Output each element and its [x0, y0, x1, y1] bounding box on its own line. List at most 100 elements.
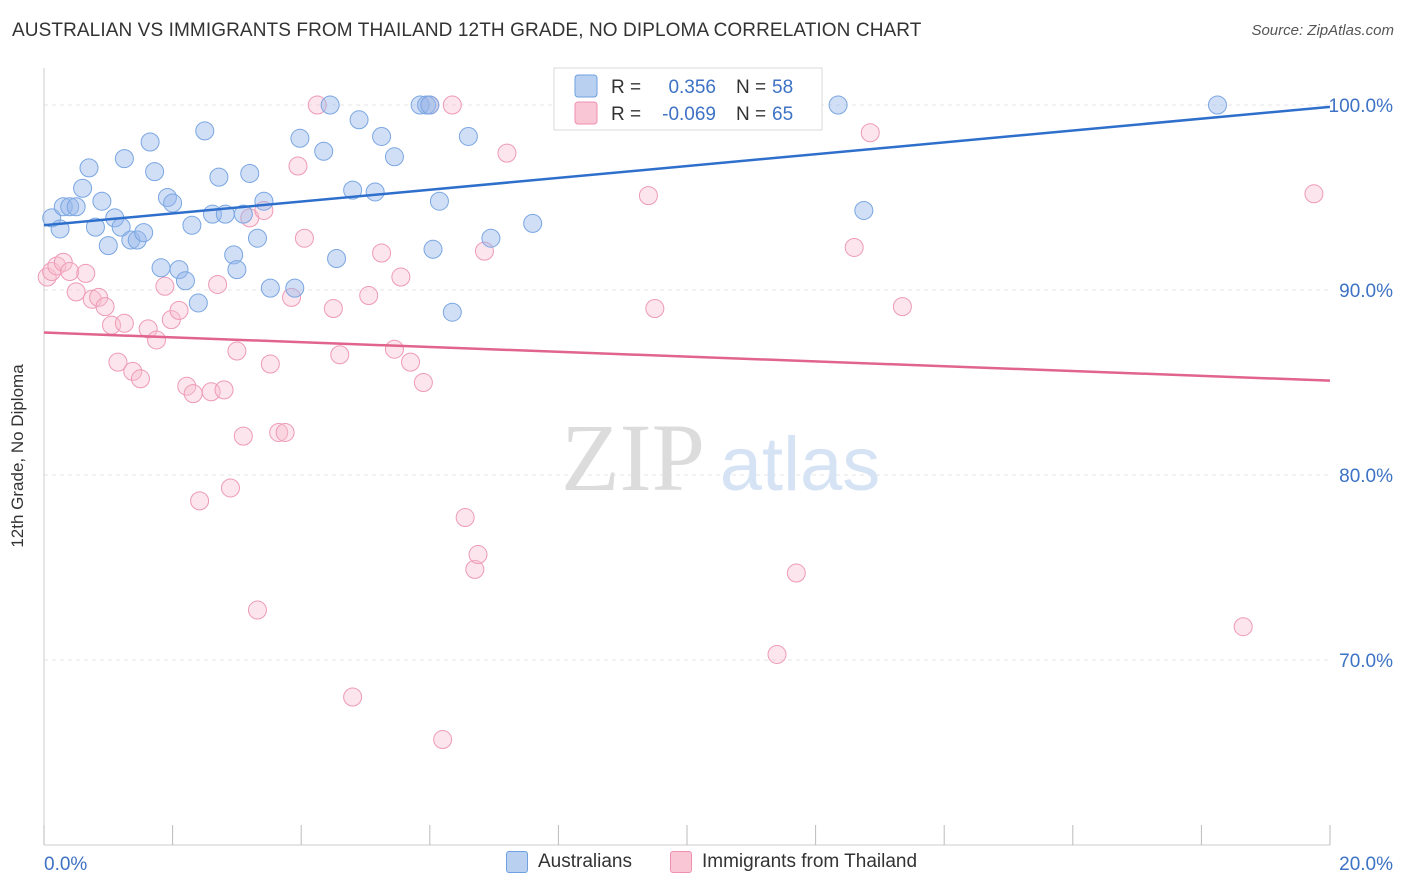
point-thailand-17: [155, 276, 175, 296]
point-thailand-47: [413, 373, 433, 392]
point-australians-20: [163, 193, 183, 213]
trend-line-thailand: [43, 331, 1331, 382]
point-australians-46: [410, 95, 430, 115]
point-thailand-44: [384, 339, 404, 359]
point-australians-6: [79, 158, 99, 178]
point-thailand-2: [47, 256, 67, 276]
point-australians-15: [134, 223, 154, 243]
point-australians-50: [429, 191, 449, 211]
point-australians-22: [175, 271, 195, 291]
watermark-zip: ZIP: [561, 404, 705, 511]
point-thailand-63: [1233, 617, 1253, 637]
trend-lines: [43, 105, 1331, 382]
point-thailand-27: [227, 341, 247, 361]
point-australians-4: [66, 197, 86, 217]
y-tick-label-2: 90.0%: [1339, 281, 1393, 302]
point-australians-41: [343, 180, 363, 200]
point-thailand-28: [233, 426, 253, 446]
bottom-legend-swatch-thailand: [670, 851, 692, 873]
point-australians-54: [523, 213, 543, 233]
point-thailand-39: [323, 299, 343, 318]
point-thailand-16: [147, 330, 167, 350]
legend-swatch-thailand: [574, 101, 598, 125]
point-australians-29: [224, 245, 244, 265]
legend-n-label-1: N =: [736, 77, 766, 98]
source-label: Source: ZipAtlas.com: [1251, 22, 1394, 39]
trend-line-australians: [43, 105, 1331, 227]
point-australians-36: [285, 278, 305, 298]
y-tick-label-3: 100.0%: [1329, 96, 1394, 117]
point-australians-17: [145, 162, 165, 182]
bottom-legend-label-australians: Australians: [538, 851, 632, 872]
point-thailand-51: [455, 508, 475, 528]
point-thailand-8: [89, 287, 109, 307]
point-thailand-49: [433, 730, 453, 750]
watermark: ZIP atlas: [561, 404, 880, 511]
point-australians-23: [182, 215, 202, 235]
point-thailand-25: [214, 380, 234, 400]
grid-lines: [44, 104, 1330, 661]
point-thailand-24: [208, 274, 228, 294]
legend-r-label-1: R =: [611, 77, 641, 98]
point-thailand-14: [130, 369, 150, 389]
point-australians-44: [372, 126, 392, 146]
point-australians-45: [384, 147, 404, 167]
bottom-legend-australians: Australians: [506, 851, 632, 873]
point-australians-49: [423, 239, 443, 259]
point-australians-8: [92, 191, 112, 211]
legend-r-value-1: 0.356: [668, 77, 716, 98]
point-thailand-9: [95, 297, 115, 317]
point-australians-30: [227, 260, 247, 280]
chart-title: AUSTRALIAN VS IMMIGRANTS FROM THAILAND 1…: [12, 20, 922, 41]
point-thailand-22: [190, 491, 210, 511]
point-australians-21: [169, 260, 189, 280]
point-australians-39: [320, 95, 340, 115]
point-australians-31: [233, 204, 253, 224]
point-thailand-32: [260, 354, 280, 374]
point-thailand-41: [343, 687, 363, 707]
point-thailand-64: [1304, 184, 1324, 204]
point-australians-7: [85, 217, 105, 237]
point-australians-40: [327, 249, 347, 269]
point-australians-25: [195, 121, 215, 141]
point-thailand-11: [108, 352, 128, 372]
point-thailand-33: [269, 422, 289, 442]
legend-r-label-2: R =: [611, 104, 641, 125]
y-tick-label-1: 80.0%: [1339, 466, 1393, 487]
point-australians-53: [481, 228, 501, 248]
watermark-atlas: atlas: [720, 422, 881, 507]
point-australians-38: [314, 141, 334, 161]
point-australians-3: [60, 197, 80, 217]
point-australians-43: [365, 182, 385, 202]
point-thailand-13: [123, 361, 143, 381]
point-thailand-62: [892, 297, 912, 317]
point-australians-16: [140, 132, 160, 152]
point-thailand-26: [220, 478, 240, 498]
point-australians-12: [114, 149, 134, 169]
point-australians-37: [290, 128, 310, 148]
point-thailand-4: [60, 262, 80, 281]
bottom-legend: Australians Immigrants from Thailand: [0, 851, 1406, 877]
point-australians-52: [458, 126, 478, 146]
point-thailand-5: [66, 282, 86, 302]
point-thailand-57: [645, 299, 665, 318]
point-thailand-12: [114, 313, 134, 333]
x-tick-label-1: 20.0%: [1339, 854, 1393, 875]
point-australians-5: [73, 178, 93, 198]
point-thailand-34: [275, 422, 295, 442]
point-australians-56: [854, 200, 874, 220]
point-australians-55: [828, 95, 848, 115]
point-thailand-46: [401, 352, 421, 372]
point-thailand-36: [288, 156, 308, 176]
point-australians-48: [420, 95, 440, 115]
point-australians-51: [442, 302, 462, 322]
series-australians-points: [42, 95, 1227, 322]
point-australians-9: [98, 236, 118, 256]
y-tick-label-0: 70.0%: [1339, 651, 1393, 672]
tick-labels: 70.0% 80.0% 90.0% 100.0% 0.0% 20.0%: [44, 96, 1393, 875]
point-australians-19: [157, 188, 177, 207]
legend-swatch-australians: [574, 74, 598, 98]
point-thailand-52: [465, 559, 485, 579]
legend-box: R = 0.356 N = 58 R = -0.069 N = 65: [553, 67, 823, 131]
